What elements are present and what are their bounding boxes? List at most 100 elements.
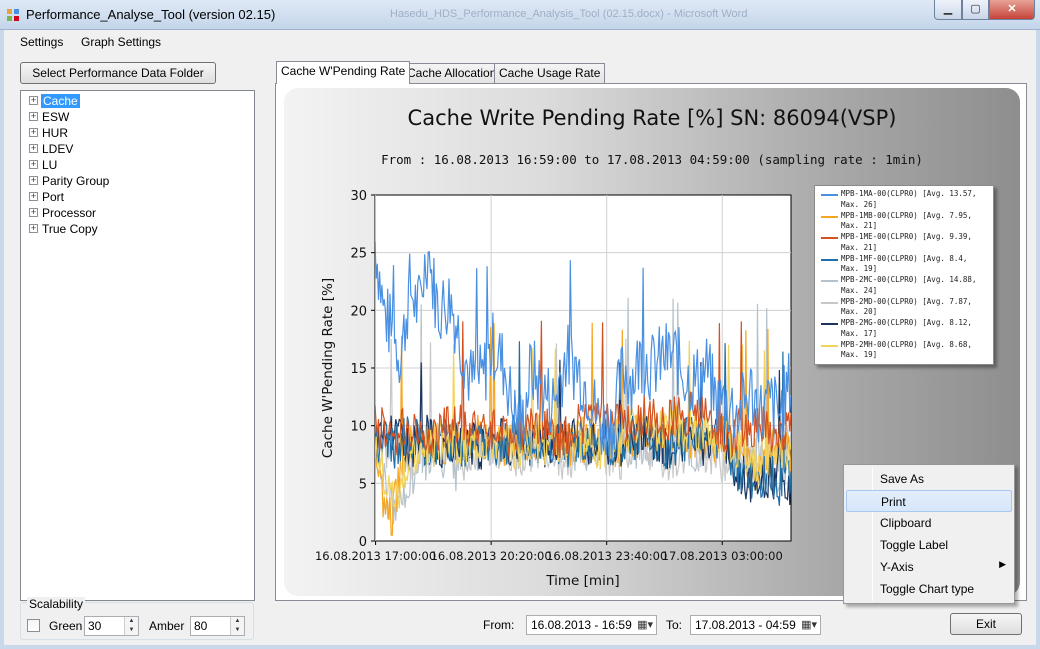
legend-label: MPB-2MC-00(CLPR0) [Avg. 14.88, Max. 24] — [841, 275, 977, 295]
legend-label: MPB-1ME-00(CLPR0) [Avg. 9.39, Max. 21] — [841, 232, 972, 252]
background-window-title: Hasedu_HDS_Performance_Analysis_Tool (02… — [390, 8, 748, 20]
series-line-0 — [375, 241, 791, 463]
legend-item: MPB-2MG-00(CLPR0) [Avg. 8.12, Max. 17] — [819, 318, 991, 339]
tree-item-label: Port — [42, 190, 65, 204]
menu-item-label: Clipboard — [880, 516, 932, 530]
legend-swatch — [821, 280, 838, 282]
menu-item-toggle-label[interactable]: Toggle Label — [846, 534, 1012, 556]
legend-swatch — [821, 194, 838, 196]
y-tick-label: 25 — [350, 247, 367, 262]
legend-swatch — [821, 237, 838, 239]
x-tick-label: 17.08.2013 03:00:00 — [662, 549, 783, 563]
green-label: Green — [49, 619, 83, 633]
y-axis-label: Cache W'Pending Rate [%] — [320, 278, 336, 458]
menu-item-print[interactable]: Print — [846, 490, 1012, 512]
legend-label: MPB-2MH-00(CLPR0) [Avg. 8.68, Max. 19] — [841, 339, 972, 360]
amber-spinner[interactable]: ▲ ▼ — [230, 617, 244, 635]
legend-label: MPB-1MA-00(CLPR0) [Avg. 13.57, Max. 26] — [841, 189, 977, 209]
select-folder-button[interactable]: Select Performance Data Folder — [20, 62, 216, 84]
legend-swatch — [821, 258, 838, 261]
y-tick-label: 10 — [350, 420, 367, 435]
scalability-title: Scalability — [27, 597, 86, 611]
menu-item-toggle-chart-type[interactable]: Toggle Chart type — [846, 578, 1012, 600]
legend-item: MPB-2MC-00(CLPR0) [Avg. 14.88, Max. 24] — [819, 275, 991, 296]
legend-label: MPB-1MB-00(CLPR0) [Avg. 7.95, Max. 21] — [841, 210, 972, 231]
expand-icon[interactable]: + — [29, 191, 38, 201]
spin-down-icon[interactable]: ▼ — [234, 627, 241, 633]
chart-subtitle: From : 16.08.2013 16:59:00 to 17.08.2013… — [381, 152, 923, 167]
minimize-button[interactable]: ▁ — [934, 0, 962, 20]
expand-icon[interactable]: + — [29, 95, 38, 105]
maximize-button[interactable]: ▢ — [962, 0, 989, 20]
amber-value-input[interactable]: 80 ▲ ▼ — [190, 616, 245, 636]
to-date-value: 17.08.2013 - 04:59 — [695, 618, 796, 632]
calendar-dropdown-icon[interactable]: ▦▾ — [801, 619, 817, 631]
tree-item-label: ESW — [42, 110, 70, 124]
amber-value-text: 80 — [194, 619, 208, 633]
x-tick-label: 16.08.2013 17:00:00 — [315, 549, 436, 563]
expand-icon[interactable]: + — [29, 207, 38, 217]
tree-item-label: Cache — [41, 94, 80, 108]
tree-item-label: Parity Group — [42, 174, 110, 188]
window-title: Performance_Analyse_Tool (version 02.15) — [26, 7, 276, 22]
menu-item-label: Y-Axis — [880, 560, 914, 574]
y-tick-label: 15 — [350, 362, 367, 377]
tree-item-label: Processor — [42, 206, 97, 220]
from-date-picker[interactable]: 16.08.2013 - 16:59 ▦▾ — [526, 615, 657, 635]
data-tree[interactable]: + Cache + ESW + HUR + LDEV + LU + Parity… — [20, 90, 255, 601]
client-area: Settings Graph Settings Select Performan… — [4, 30, 1036, 645]
scalability-checkbox[interactable] — [27, 619, 40, 632]
green-value-text: 30 — [88, 619, 102, 633]
tab-cache-usage-rate[interactable]: Cache Usage Rate — [494, 63, 606, 83]
chart-legend: MPB-1MA-00(CLPR0) [Avg. 13.57, Max. 26] M… — [814, 185, 994, 365]
green-value-input[interactable]: 30 ▲ ▼ — [84, 616, 139, 636]
series-line-1 — [375, 322, 791, 536]
expand-icon[interactable]: + — [29, 175, 38, 185]
chart-panel[interactable]: Cache Write Pending Rate [%] SN: 86094(V… — [284, 88, 1020, 596]
tree-item-label: LU — [42, 158, 58, 172]
tab-cache-wpending-rate[interactable]: Cache W'Pending Rate — [276, 61, 411, 84]
tab-cache-allocation[interactable]: Cache Allocation — [402, 63, 502, 83]
legend-label: MPB-2MD-00(CLPR0) [Avg. 7.87, Max. 20] — [841, 296, 972, 317]
title-bar: Performance_Analyse_Tool (version 02.15)… — [0, 0, 1040, 30]
amber-label: Amber — [149, 619, 185, 633]
x-axis-label: Time [min] — [545, 573, 619, 589]
expand-icon[interactable]: + — [29, 111, 38, 121]
menu-settings[interactable]: Settings — [20, 35, 64, 49]
menu-item-clipboard[interactable]: Clipboard — [846, 512, 1012, 534]
legend-item: MPB-1MB-00(CLPR0) [Avg. 7.95, Max. 21] — [819, 211, 991, 232]
expand-icon[interactable]: + — [29, 159, 38, 169]
spin-down-icon[interactable]: ▼ — [128, 627, 135, 633]
green-spinner[interactable]: ▲ ▼ — [124, 617, 138, 635]
legend-label: MPB-1MF-00(CLPR0) [Avg. 8.4, Max. 19] — [841, 253, 968, 274]
y-tick-label: 30 — [350, 189, 367, 204]
spin-up-icon[interactable]: ▲ — [128, 618, 135, 624]
from-label: From: — [483, 618, 515, 632]
menu-item-save-as[interactable]: Save As — [846, 468, 1012, 490]
tree-item-label: LDEV — [42, 142, 74, 156]
menu-item-label: Toggle Label — [880, 538, 949, 552]
legend-label: MPB-2MG-00(CLPR0) [Avg. 8.12, Max. 17] — [841, 318, 972, 338]
scalability-group: Scalability Green 30 ▲ ▼ Amber 80 ▲ ▼ — [20, 597, 254, 640]
close-button[interactable]: ✕ — [989, 0, 1035, 20]
menu-item-label: Print — [881, 495, 906, 509]
expand-icon[interactable]: + — [29, 223, 38, 233]
from-date-value: 16.08.2013 - 16:59 — [531, 618, 632, 632]
to-date-picker[interactable]: 17.08.2013 - 04:59 ▦▾ — [690, 615, 821, 635]
context-menu: Save As Print Clipboard Toggle Label Y-A… — [843, 464, 1015, 604]
tree-item-label: True Copy — [42, 222, 98, 236]
expand-icon[interactable]: + — [29, 143, 38, 153]
menu-graph-settings[interactable]: Graph Settings — [81, 35, 162, 49]
exit-button[interactable]: Exit — [950, 613, 1022, 635]
expand-icon[interactable]: + — [29, 127, 38, 137]
menu-item-label: Save As — [880, 472, 925, 486]
submenu-arrow-icon: ▶ — [999, 559, 1006, 569]
chart-title: Cache Write Pending Rate [%] SN: 86094(V… — [407, 106, 897, 130]
calendar-dropdown-icon[interactable]: ▦▾ — [637, 619, 653, 631]
legend-item: MPB-1MA-00(CLPR0) [Avg. 13.57, Max. 26] — [819, 189, 991, 210]
legend-swatch — [821, 301, 838, 304]
y-tick-label: 5 — [359, 477, 367, 492]
spin-up-icon[interactable]: ▲ — [234, 618, 241, 624]
menu-item-y-axis[interactable]: Y-Axis ▶ — [846, 556, 1012, 578]
